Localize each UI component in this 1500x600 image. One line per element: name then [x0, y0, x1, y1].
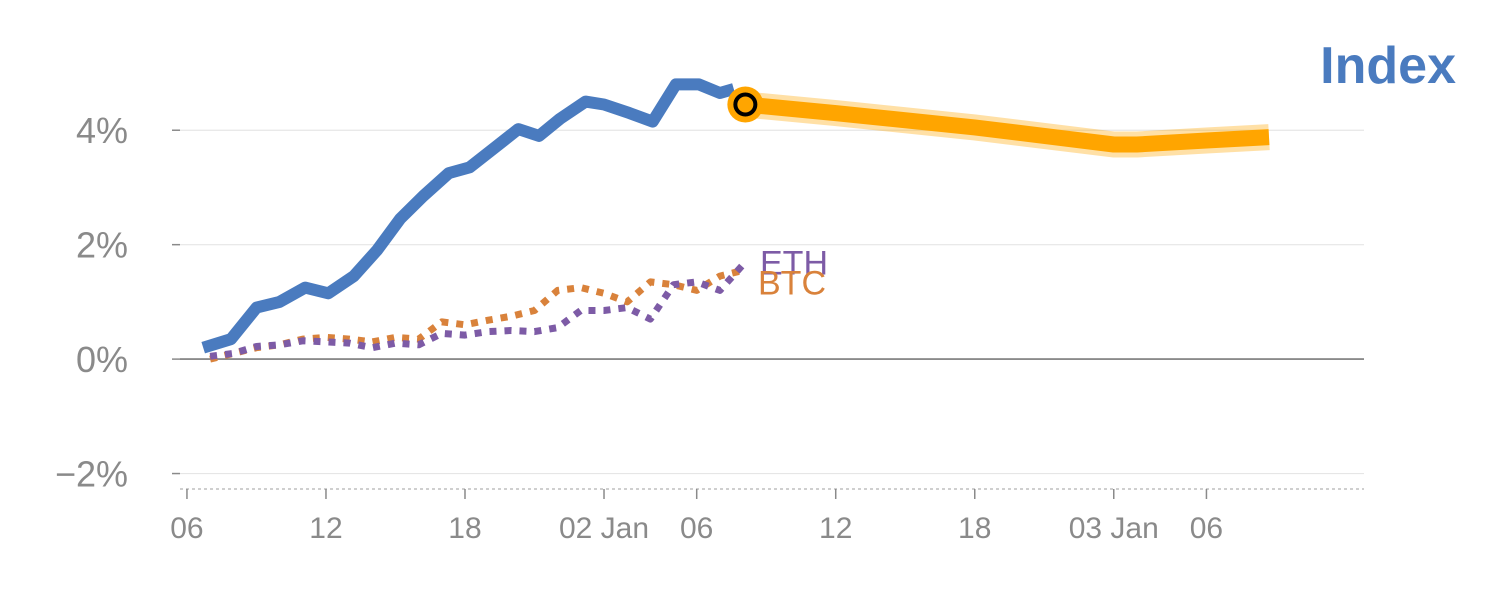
x-tick-label: 03 Jan [1069, 512, 1159, 545]
series-label-eth: ETH [760, 245, 828, 283]
x-tick-label: 12 [309, 512, 342, 545]
x-tick-label: 18 [448, 512, 481, 545]
series-line-eth [209, 262, 746, 360]
forecast-band [744, 96, 1270, 153]
x-tick-label: 02 Jan [559, 512, 649, 545]
x-tick-label: 06 [1190, 512, 1223, 545]
x-tick-label: 12 [819, 512, 852, 545]
y-tick-label: 4% [76, 110, 128, 151]
series-line-index [201, 78, 736, 354]
x-tick-label: 06 [170, 512, 203, 545]
y-tick-label: −2% [55, 454, 128, 495]
chart-title: Index [1320, 37, 1456, 95]
series [201, 78, 1270, 363]
y-tick-label: 0% [76, 339, 128, 380]
series-label-btc: BTC [758, 264, 826, 302]
x-tick-label: 18 [958, 512, 991, 545]
axes: −2% 0% 2% 4% 06 12 18 02 Jan 06 12 18 03 Jan 06 [55, 110, 1364, 545]
current-point-marker [733, 92, 758, 117]
y-tick-label: 2% [76, 225, 128, 266]
x-tick-label: 06 [680, 512, 713, 545]
